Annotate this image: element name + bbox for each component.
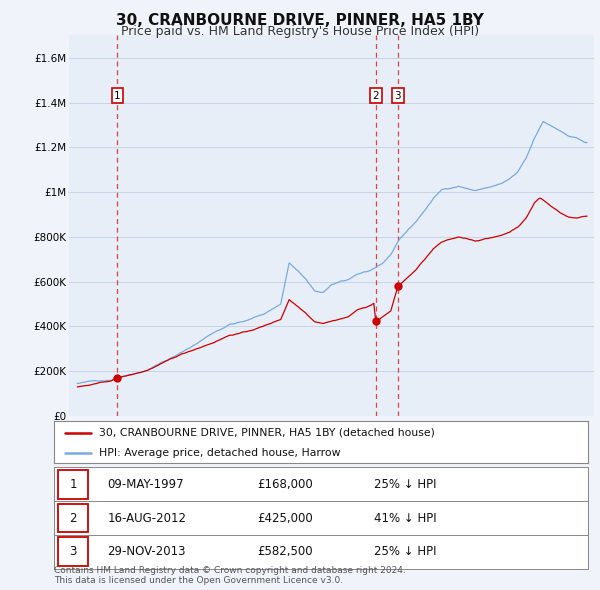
Text: Contains HM Land Registry data © Crown copyright and database right 2024.
This d: Contains HM Land Registry data © Crown c… — [54, 566, 406, 585]
Text: 09-MAY-1997: 09-MAY-1997 — [107, 478, 184, 491]
Text: 3: 3 — [69, 545, 77, 558]
FancyBboxPatch shape — [58, 504, 88, 532]
Text: 41% ↓ HPI: 41% ↓ HPI — [374, 512, 437, 525]
FancyBboxPatch shape — [58, 537, 88, 566]
Text: £425,000: £425,000 — [257, 512, 313, 525]
Text: 30, CRANBOURNE DRIVE, PINNER, HA5 1BY (detached house): 30, CRANBOURNE DRIVE, PINNER, HA5 1BY (d… — [100, 428, 435, 438]
Text: 30, CRANBOURNE DRIVE, PINNER, HA5 1BY: 30, CRANBOURNE DRIVE, PINNER, HA5 1BY — [116, 13, 484, 28]
Text: HPI: Average price, detached house, Harrow: HPI: Average price, detached house, Harr… — [100, 448, 341, 457]
Text: 16-AUG-2012: 16-AUG-2012 — [107, 512, 187, 525]
Text: 29-NOV-2013: 29-NOV-2013 — [107, 545, 186, 558]
Text: £582,500: £582,500 — [257, 545, 313, 558]
Text: 1: 1 — [69, 478, 77, 491]
Text: Price paid vs. HM Land Registry's House Price Index (HPI): Price paid vs. HM Land Registry's House … — [121, 25, 479, 38]
Text: 25% ↓ HPI: 25% ↓ HPI — [374, 478, 437, 491]
FancyBboxPatch shape — [58, 470, 88, 499]
Text: £168,000: £168,000 — [257, 478, 313, 491]
Text: 2: 2 — [69, 512, 77, 525]
Text: 2: 2 — [373, 91, 379, 101]
Text: 3: 3 — [394, 91, 401, 101]
Text: 25% ↓ HPI: 25% ↓ HPI — [374, 545, 437, 558]
Text: 1: 1 — [114, 91, 121, 101]
